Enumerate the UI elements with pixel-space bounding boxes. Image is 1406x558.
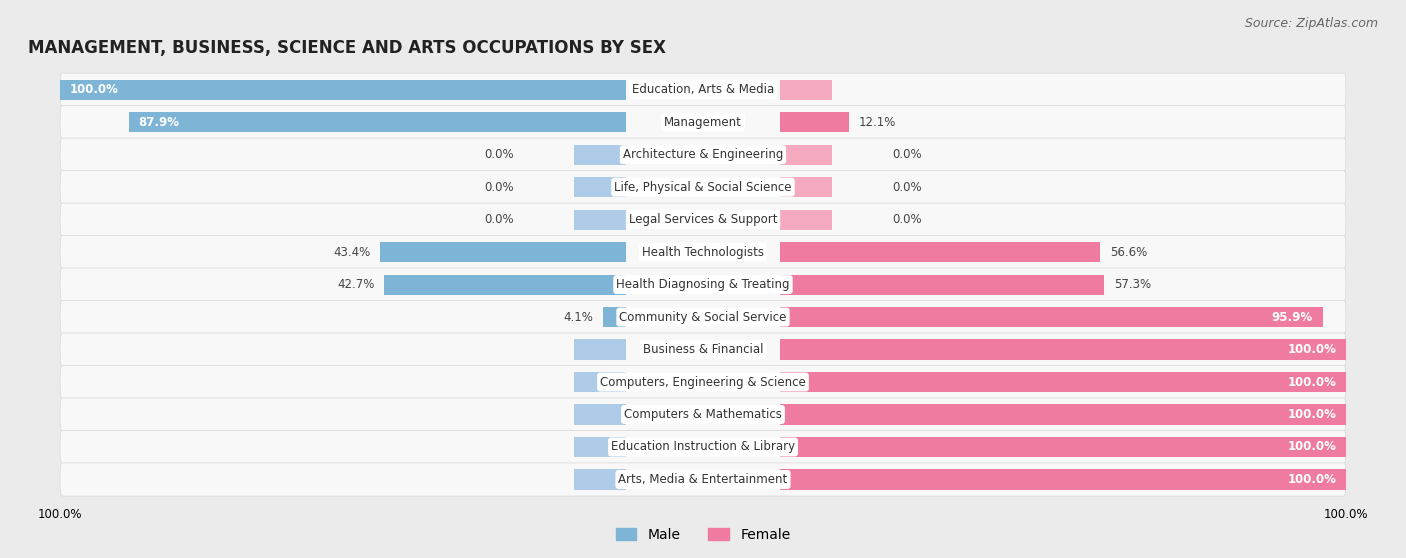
Text: 0.0%: 0.0% <box>893 181 922 194</box>
Text: 4.1%: 4.1% <box>564 311 593 324</box>
Bar <box>129 112 626 132</box>
Bar <box>780 275 1104 295</box>
Text: 42.7%: 42.7% <box>337 278 375 291</box>
FancyBboxPatch shape <box>60 301 1346 334</box>
Text: Community & Social Service: Community & Social Service <box>619 311 787 324</box>
Text: Health Technologists: Health Technologists <box>643 246 763 258</box>
Text: 100.0%: 100.0% <box>70 83 118 96</box>
Text: 100.0%: 100.0% <box>1288 473 1336 486</box>
Bar <box>780 145 831 165</box>
Text: 100.0%: 100.0% <box>1288 440 1336 454</box>
FancyBboxPatch shape <box>60 203 1346 236</box>
Text: 57.3%: 57.3% <box>1114 278 1152 291</box>
Text: 0.0%: 0.0% <box>484 148 513 161</box>
Text: Life, Physical & Social Science: Life, Physical & Social Science <box>614 181 792 194</box>
Bar <box>780 307 1323 327</box>
FancyBboxPatch shape <box>60 73 1346 106</box>
Text: 0.0%: 0.0% <box>893 148 922 161</box>
Text: 56.6%: 56.6% <box>1109 246 1147 258</box>
Bar <box>780 210 831 230</box>
Text: 95.9%: 95.9% <box>1272 311 1313 324</box>
FancyBboxPatch shape <box>60 235 1346 268</box>
FancyBboxPatch shape <box>60 171 1346 204</box>
Text: Management: Management <box>664 116 742 129</box>
FancyBboxPatch shape <box>60 333 1346 366</box>
FancyBboxPatch shape <box>60 365 1346 398</box>
FancyBboxPatch shape <box>60 138 1346 171</box>
Text: Architecture & Engineering: Architecture & Engineering <box>623 148 783 161</box>
Text: 12.1%: 12.1% <box>858 116 896 129</box>
Text: Education, Arts & Media: Education, Arts & Media <box>631 83 775 96</box>
Text: MANAGEMENT, BUSINESS, SCIENCE AND ARTS OCCUPATIONS BY SEX: MANAGEMENT, BUSINESS, SCIENCE AND ARTS O… <box>28 39 666 57</box>
Bar <box>780 405 1346 425</box>
Legend: Male, Female: Male, Female <box>610 522 796 547</box>
Text: Computers, Engineering & Science: Computers, Engineering & Science <box>600 376 806 388</box>
Text: Business & Financial: Business & Financial <box>643 343 763 356</box>
Bar <box>780 112 849 132</box>
Text: 100.0%: 100.0% <box>1288 408 1336 421</box>
Bar <box>780 469 1346 489</box>
Text: 87.9%: 87.9% <box>138 116 180 129</box>
Bar <box>603 307 626 327</box>
FancyBboxPatch shape <box>60 463 1346 496</box>
Bar <box>384 275 626 295</box>
Text: Source: ZipAtlas.com: Source: ZipAtlas.com <box>1244 17 1378 30</box>
Bar <box>575 372 626 392</box>
Text: 43.4%: 43.4% <box>333 246 371 258</box>
Bar <box>780 80 831 100</box>
Bar <box>575 210 626 230</box>
Bar <box>575 177 626 197</box>
FancyBboxPatch shape <box>60 398 1346 431</box>
Bar <box>780 437 1346 457</box>
Text: 0.0%: 0.0% <box>484 213 513 226</box>
Bar <box>780 242 1101 262</box>
Text: Education Instruction & Library: Education Instruction & Library <box>612 440 794 454</box>
Text: Legal Services & Support: Legal Services & Support <box>628 213 778 226</box>
Text: 0.0%: 0.0% <box>484 181 513 194</box>
Bar <box>575 405 626 425</box>
Text: 100.0%: 100.0% <box>1288 376 1336 388</box>
Text: 0.0%: 0.0% <box>893 213 922 226</box>
Bar <box>381 242 626 262</box>
Bar <box>780 339 1346 359</box>
Text: Arts, Media & Entertainment: Arts, Media & Entertainment <box>619 473 787 486</box>
Bar <box>60 80 626 100</box>
FancyBboxPatch shape <box>60 105 1346 139</box>
FancyBboxPatch shape <box>60 430 1346 464</box>
Text: 100.0%: 100.0% <box>1288 343 1336 356</box>
Text: Computers & Mathematics: Computers & Mathematics <box>624 408 782 421</box>
Bar <box>575 437 626 457</box>
Bar <box>575 145 626 165</box>
Text: Health Diagnosing & Treating: Health Diagnosing & Treating <box>616 278 790 291</box>
Bar <box>575 339 626 359</box>
Bar <box>575 469 626 489</box>
FancyBboxPatch shape <box>60 268 1346 301</box>
Bar <box>780 372 1346 392</box>
Bar <box>780 177 831 197</box>
